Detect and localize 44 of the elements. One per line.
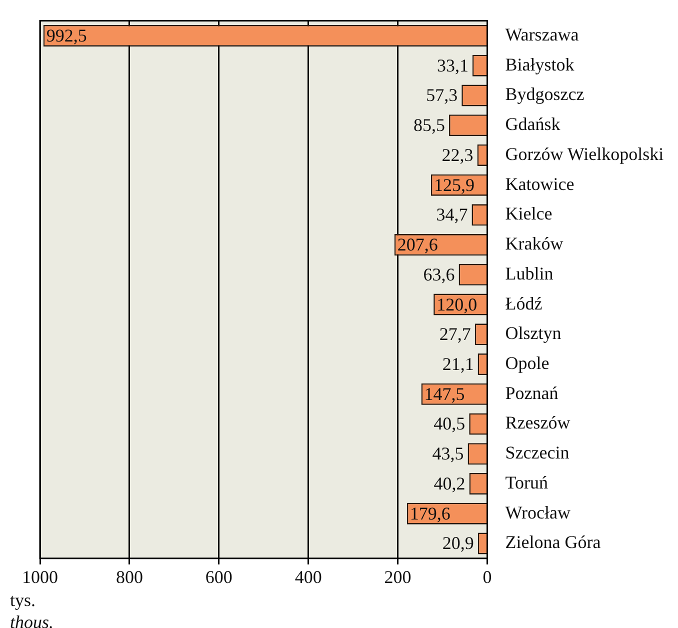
- text: tys.: [10, 590, 36, 610]
- data-label: 207,6: [397, 234, 438, 255]
- y-tick-label: Lublin: [505, 263, 554, 284]
- y-tick-label: Rzeszów: [505, 412, 570, 433]
- y-tick-label: Bydgoszcz: [505, 84, 584, 104]
- y-tick-label: Kielce: [505, 204, 552, 224]
- data-label: 125,9: [434, 174, 474, 195]
- data-label: 85,5: [414, 115, 446, 136]
- y-tick-label: Gdańsk: [505, 114, 560, 134]
- y-tick-label: Zielona Góra: [505, 532, 601, 552]
- data-label: 40,2: [434, 473, 466, 494]
- data-label: 63,6: [423, 264, 455, 284]
- x-tick-label: 200: [384, 566, 412, 587]
- data-label: 20,9: [442, 533, 474, 554]
- x-tick-label: 600: [205, 566, 232, 587]
- x-tick-label: 0: [482, 566, 492, 587]
- y-tick-label: Warszawa: [505, 24, 579, 44]
- y-tick-label: Szczecin: [505, 442, 570, 463]
- data-label: 40,5: [434, 414, 466, 434]
- data-label: 179,6: [410, 503, 450, 524]
- y-tick-label: Wrocław: [505, 502, 570, 522]
- data-label: 27,7: [439, 324, 471, 344]
- data-label: 43,5: [432, 444, 464, 464]
- y-tick-label: Poznań: [505, 382, 558, 403]
- data-label: 34,7: [436, 204, 468, 225]
- data-label: 57,3: [426, 85, 458, 106]
- y-tick-label: Olsztyn: [505, 323, 562, 344]
- y-tick-label: Opole: [505, 353, 550, 373]
- x-tick-label: 1000: [22, 566, 58, 587]
- data-label: 147,5: [424, 384, 465, 404]
- y-tick-label: Łódź: [505, 293, 542, 314]
- data-label: 120,0: [436, 294, 478, 314]
- data-label: 992,5: [46, 25, 87, 46]
- y-tick-label: Gorzów Wielkopolski: [505, 144, 664, 164]
- y-tick-label: Toruń: [505, 472, 548, 492]
- data-label: 21,1: [442, 354, 474, 374]
- data-label: 22,3: [442, 144, 474, 165]
- y-tick-label: Katowice: [505, 174, 574, 194]
- text: thous.: [10, 612, 54, 628]
- x-tick-label: 800: [116, 566, 143, 587]
- y-tick-label: Białystok: [505, 54, 574, 74]
- x-tick-label: 400: [294, 566, 322, 587]
- y-tick-label: Kraków: [505, 234, 564, 254]
- data-label: 33,1: [436, 55, 468, 76]
